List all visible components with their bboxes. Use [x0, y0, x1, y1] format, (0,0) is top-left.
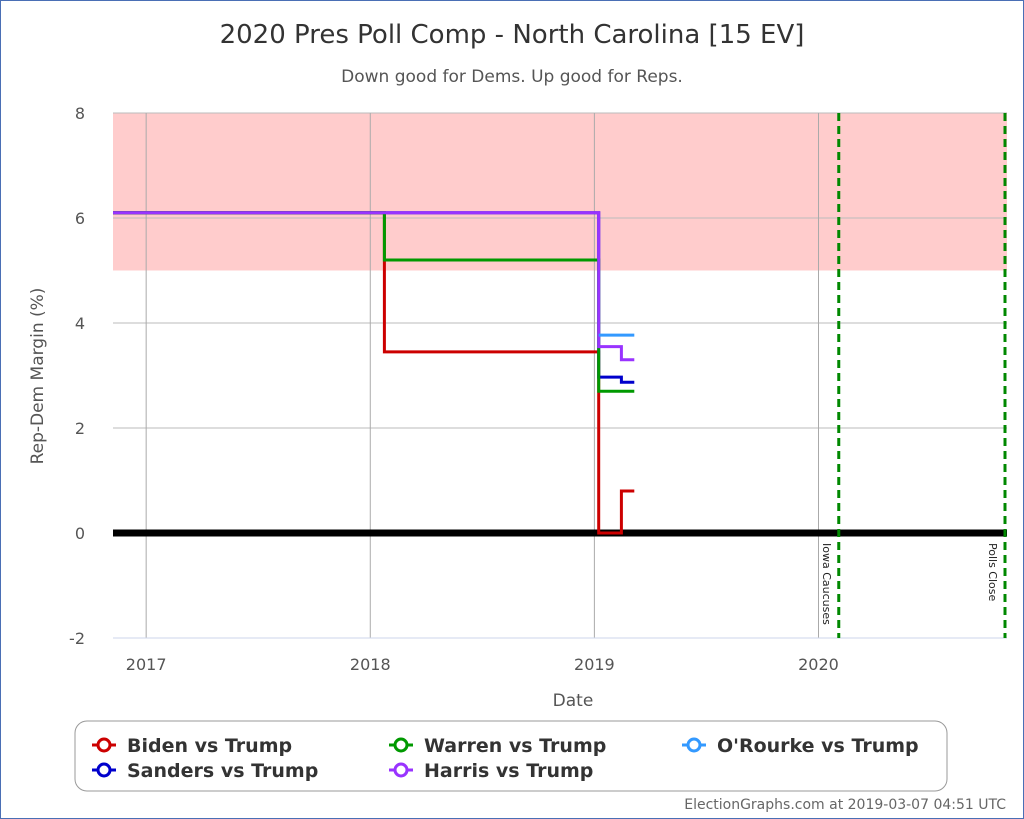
- shaded-band: [113, 113, 1007, 271]
- legend-item[interactable]: Sanders vs Trump: [92, 760, 318, 782]
- y-axis-label: Rep-Dem Margin (%): [28, 288, 48, 465]
- legend-marker-icon: [393, 762, 409, 778]
- series-line-harris: [113, 211, 635, 362]
- chart-subtitle: Down good for Dems. Up good for Reps.: [341, 67, 683, 87]
- legend-marker-icon: [96, 762, 112, 778]
- legend-label: Biden vs Trump: [127, 735, 292, 757]
- y-tick-label: 6: [75, 209, 85, 228]
- legend-item[interactable]: Warren vs Trump: [389, 735, 606, 757]
- legend-label: O'Rourke vs Trump: [717, 735, 919, 757]
- x-axis-label: Date: [553, 691, 594, 711]
- legend-marker-icon: [686, 737, 702, 753]
- x-tick-label: 2017: [126, 655, 167, 674]
- legend-marker-icon: [393, 737, 409, 753]
- legend-label: Harris vs Trump: [424, 760, 593, 782]
- event-marker-label: Iowa Caucuses: [820, 543, 833, 625]
- legend-marker-icon: [96, 737, 112, 753]
- y-tick-label: 4: [75, 314, 85, 333]
- legend-box: [74, 720, 948, 792]
- x-tick-label: 2019: [574, 655, 615, 674]
- legend-item[interactable]: O'Rourke vs Trump: [682, 735, 919, 757]
- event-marker-label: Polls Close: [986, 543, 999, 602]
- y-tick-label: -2: [69, 629, 85, 648]
- x-tick-label: 2018: [350, 655, 391, 674]
- y-tick-label: 2: [75, 419, 85, 438]
- legend-label: Sanders vs Trump: [127, 760, 318, 782]
- y-tick-label: 8: [75, 104, 85, 123]
- legend-item[interactable]: Biden vs Trump: [92, 735, 292, 757]
- chart-title: 2020 Pres Poll Comp - North Carolina [15…: [220, 20, 805, 50]
- legend-item[interactable]: Harris vs Trump: [389, 760, 593, 782]
- footer-credit: ElectionGraphs.com at 2019-03-07 04:51 U…: [684, 797, 1006, 813]
- legend-label: Warren vs Trump: [424, 735, 606, 757]
- y-tick-label: 0: [75, 524, 85, 543]
- x-tick-label: 2020: [798, 655, 839, 674]
